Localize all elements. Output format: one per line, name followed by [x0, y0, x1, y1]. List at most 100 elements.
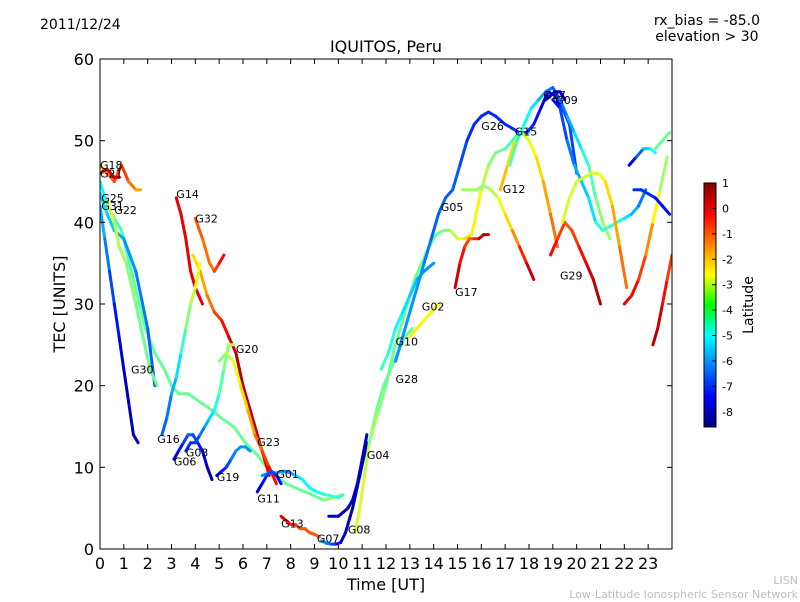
- series-segment: [131, 278, 147, 330]
- series-label-G29: G29: [560, 269, 583, 282]
- series-segment: [184, 237, 193, 273]
- y-tick-label: 10: [74, 458, 94, 477]
- series-label-G25: G25: [101, 192, 124, 205]
- series-segment: [122, 237, 138, 273]
- series-segment: [201, 449, 209, 469]
- series-segment: [413, 261, 424, 281]
- series-segment: [217, 253, 226, 265]
- series-segment: [208, 408, 216, 420]
- series-segment: [186, 392, 202, 404]
- series-segment: [532, 106, 543, 126]
- series-segment: [274, 474, 283, 486]
- series-G24: [622, 155, 669, 306]
- series-segment: [246, 408, 257, 437]
- series-segment: [568, 180, 579, 200]
- series-segment: [179, 212, 188, 241]
- x-tick-label: 3: [166, 554, 176, 573]
- series-segment: [444, 188, 455, 200]
- series-segment: [100, 180, 107, 200]
- series-segment: [429, 302, 440, 314]
- x-tick-label: 16: [471, 554, 491, 573]
- series-G02: [408, 302, 440, 339]
- colorbar-tick-label: -5: [722, 330, 733, 343]
- series-G17: [453, 233, 490, 290]
- series-segment: [408, 286, 419, 314]
- series-segment: [551, 86, 562, 102]
- series-segment: [229, 449, 238, 461]
- x-tick-label: 19: [543, 554, 563, 573]
- series-segment: [649, 147, 657, 155]
- series-label-G23: G23: [257, 436, 280, 449]
- series-segment: [313, 494, 326, 502]
- series-segment: [584, 261, 595, 281]
- series-segment: [458, 139, 469, 167]
- series-segment: [503, 212, 514, 232]
- series-segment: [160, 416, 169, 437]
- series-segment: [448, 229, 459, 241]
- series-segment: [108, 269, 116, 306]
- series-segment: [551, 98, 562, 110]
- series-segment: [415, 261, 426, 290]
- series-segment: [284, 482, 297, 490]
- series-segment: [205, 465, 214, 482]
- colorbar-tick-label: -8: [722, 406, 733, 419]
- series-segment: [429, 212, 440, 241]
- series-segment: [260, 474, 269, 486]
- series-segment: [644, 220, 655, 257]
- series-segment: [212, 261, 221, 273]
- series-segment: [177, 441, 185, 453]
- colorbar-tick-label: -2: [722, 253, 733, 266]
- x-tick-label: 18: [519, 554, 539, 573]
- series-segment: [198, 400, 214, 412]
- series-segment: [529, 98, 540, 110]
- x-tick-label: 2: [143, 554, 153, 573]
- series-label-G04: G04: [367, 449, 390, 462]
- series-segment: [408, 327, 419, 339]
- series-G15: [508, 86, 612, 241]
- x-tick-label: 6: [238, 554, 248, 573]
- series-segment: [370, 408, 381, 437]
- series-label-G19: G19: [217, 471, 240, 484]
- colorbar-tick-label: -6: [722, 355, 733, 368]
- y-axis-label: TEC [UNITS]: [50, 256, 69, 354]
- series-label-G30: G30: [131, 363, 154, 376]
- series-segment: [549, 237, 560, 257]
- colorbar-tick-label: 0: [722, 202, 729, 215]
- series-G18: [100, 163, 142, 192]
- series-segment: [360, 433, 369, 461]
- series-segment: [344, 506, 355, 535]
- series-segment: [100, 163, 109, 175]
- series-segment: [260, 449, 271, 469]
- series-G25: [100, 180, 343, 502]
- series-segment: [565, 139, 576, 167]
- series-label-G13: G13: [281, 518, 304, 531]
- series-G03: [184, 343, 235, 453]
- series-segment: [134, 269, 150, 330]
- x-tick-label: 1: [119, 554, 129, 573]
- series-segment: [198, 269, 209, 298]
- colorbar-tick-label: -4: [722, 304, 733, 317]
- series-label-G17: G17: [455, 286, 478, 299]
- series-G22: [105, 200, 159, 388]
- series-segment: [579, 147, 591, 167]
- series-segment: [465, 122, 476, 143]
- series-segment: [131, 433, 140, 445]
- series-segment: [525, 122, 536, 134]
- series-segment: [234, 351, 245, 388]
- series-segment: [601, 220, 612, 241]
- series-segment: [241, 384, 252, 412]
- series-segment: [415, 318, 426, 330]
- x-tick-label: 8: [286, 554, 296, 573]
- x-tick-label: 13: [400, 554, 420, 573]
- colorbar: [703, 182, 717, 428]
- series-label-G26: G26: [481, 120, 504, 133]
- credit-short: LISN: [773, 574, 798, 587]
- series-segment: [661, 278, 669, 306]
- x-tick-label: 5: [214, 554, 224, 573]
- series-G05b: [653, 131, 672, 151]
- x-tick-label: 12: [376, 554, 396, 573]
- series-G04: [353, 327, 414, 535]
- series-G11b: [651, 253, 672, 347]
- series-segment: [232, 359, 243, 388]
